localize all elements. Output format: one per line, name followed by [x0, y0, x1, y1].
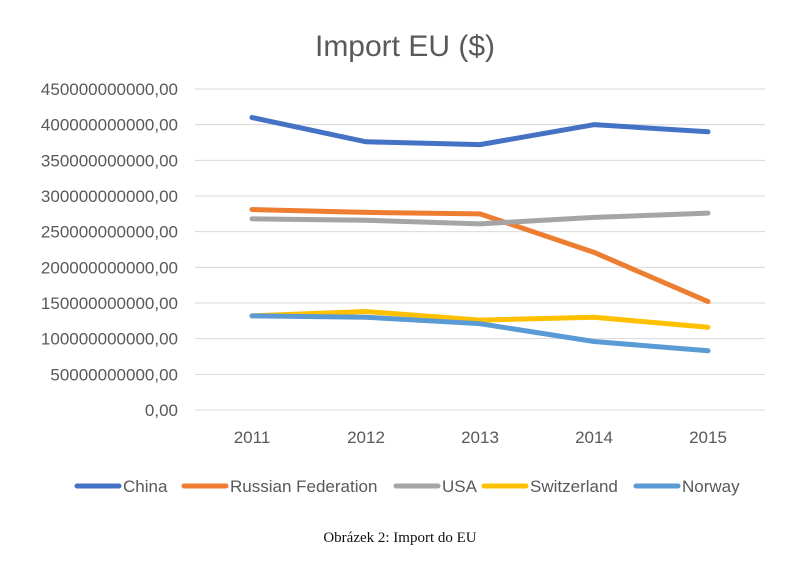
x-tick-label: 2012 [347, 428, 385, 447]
chart-title: Import EU ($) [315, 30, 495, 63]
series-line-china [249, 115, 711, 148]
legend-label: Norway [682, 477, 740, 496]
figure-caption: Obrázek 2: Import do EU [323, 530, 477, 546]
y-tick-label: 400000000000,00 [41, 116, 178, 135]
x-axis-tick-labels: 2011 2012 2013 2014 2015 [234, 428, 727, 447]
y-tick-label: 150000000000,00 [41, 294, 178, 313]
y-tick-label: 50000000000,00 [50, 365, 178, 384]
legend-item-usa: USA [393, 477, 478, 496]
y-tick-label: 250000000000,00 [41, 223, 178, 242]
series-lines [249, 115, 711, 354]
x-tick-label: 2011 [234, 428, 271, 447]
x-tick-label: 2015 [689, 428, 727, 447]
y-tick-label: 300000000000,00 [41, 187, 178, 206]
legend-item-china: China [74, 477, 168, 496]
y-tick-label: 200000000000,00 [41, 258, 178, 277]
gridlines [195, 88, 765, 411]
legend-label: Switzerland [530, 477, 618, 496]
legend-item-switzerland: Switzerland [481, 477, 618, 496]
legend-label: China [123, 477, 168, 496]
series-line-usa [249, 210, 711, 227]
y-tick-label: 450000000000,00 [41, 80, 178, 99]
series-line-norway [249, 313, 711, 354]
legend-item-norway: Norway [633, 477, 740, 496]
series-line-russian-federation [249, 207, 711, 305]
y-tick-label: 350000000000,00 [41, 151, 178, 170]
y-axis-tick-labels: 0,00 50000000000,00 100000000000,00 1500000… [41, 80, 178, 420]
x-tick-label: 2013 [461, 428, 499, 447]
y-tick-label: 0,00 [145, 401, 178, 420]
x-tick-label: 2014 [575, 428, 613, 447]
legend-label: USA [442, 477, 478, 496]
series-line-switzerland [249, 309, 711, 330]
legend: China Russian Federation USA Switzerland Nor… [74, 477, 740, 496]
line-chart: Import EU ($) 0,00 50000000000,00 10000000… [41, 30, 765, 496]
legend-item-russian-federation: Russian Federation [181, 477, 377, 496]
legend-label: Russian Federation [230, 477, 377, 496]
y-tick-label: 100000000000,00 [41, 330, 178, 349]
